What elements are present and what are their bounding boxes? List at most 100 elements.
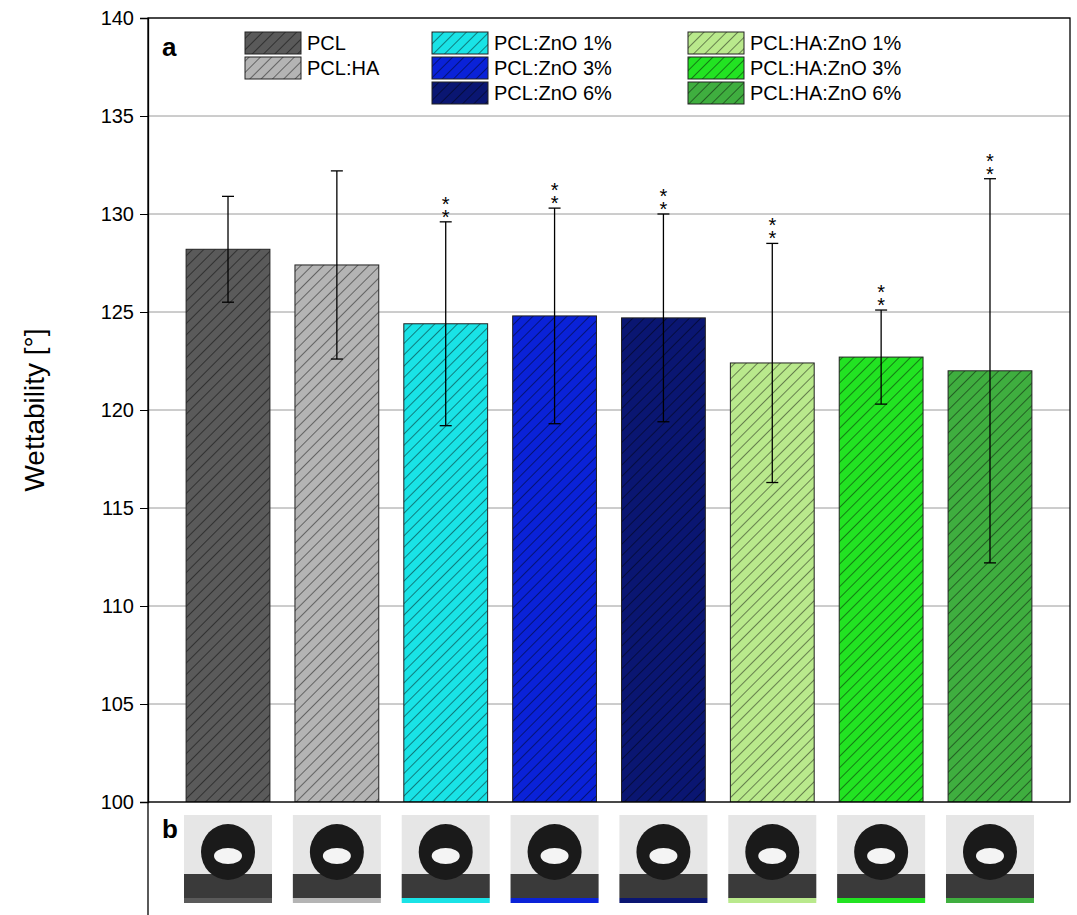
error-bar-cap bbox=[984, 562, 996, 563]
chart: ************100105110115120125130135140W… bbox=[0, 0, 1077, 915]
legend-label: PCL:ZnO 1% bbox=[494, 32, 612, 54]
y-tick-label: 100 bbox=[101, 791, 134, 813]
grid bbox=[148, 18, 1070, 802]
error-bar bbox=[549, 208, 561, 424]
legend-label: PCL:HA:ZnO 1% bbox=[750, 32, 901, 54]
droplet bbox=[419, 824, 473, 880]
droplet-image bbox=[728, 815, 816, 903]
droplet-color-bar bbox=[837, 898, 925, 903]
grid-line bbox=[148, 410, 1070, 411]
legend-label: PCL:ZnO 3% bbox=[494, 57, 612, 79]
error-bar-cap bbox=[222, 302, 234, 303]
droplet-highlight bbox=[976, 848, 1004, 864]
droplet-highlight bbox=[649, 848, 677, 864]
significance-char: * bbox=[442, 206, 450, 228]
droplet-background bbox=[293, 815, 381, 901]
legend-swatch bbox=[688, 82, 744, 104]
plot-frame bbox=[148, 18, 1070, 802]
significance: ************ bbox=[442, 150, 994, 316]
droplet-background bbox=[837, 815, 925, 901]
error-bar-stem bbox=[772, 243, 773, 482]
error-bar bbox=[222, 196, 234, 302]
y-tick-label: 130 bbox=[101, 203, 134, 225]
significance-label: ** bbox=[768, 214, 776, 249]
legend-item: PCL:HA:ZnO 3% bbox=[688, 57, 901, 79]
legend-label: PCL:ZnO 6% bbox=[494, 82, 612, 104]
droplet-image bbox=[837, 815, 925, 903]
legend-swatch bbox=[688, 57, 744, 79]
error-bar-cap bbox=[766, 482, 778, 483]
legend-item: PCL:HA:ZnO 1% bbox=[688, 32, 901, 54]
droplet bbox=[528, 824, 582, 880]
legend-item: PCL bbox=[245, 32, 346, 54]
error-bar-stem bbox=[445, 222, 446, 426]
y-tick: 120 bbox=[101, 399, 148, 421]
bar bbox=[186, 249, 270, 802]
y-tick-label: 125 bbox=[101, 301, 134, 323]
significance-label: ** bbox=[442, 193, 450, 228]
droplet-highlight bbox=[758, 848, 786, 864]
error-bar-stem bbox=[336, 171, 337, 359]
y-tick-mark bbox=[140, 802, 148, 803]
droplet bbox=[854, 824, 908, 880]
y-tick-label: 120 bbox=[101, 399, 134, 421]
y-tick-mark bbox=[140, 116, 148, 117]
legend-item: PCL:ZnO 3% bbox=[432, 57, 612, 79]
legend-swatch bbox=[432, 57, 488, 79]
droplet bbox=[310, 824, 364, 880]
droplet-image bbox=[511, 815, 599, 903]
significance-char: * bbox=[768, 227, 776, 249]
droplet-highlight bbox=[214, 848, 242, 864]
y-tick-label: 110 bbox=[102, 595, 134, 617]
droplet-color-bar bbox=[293, 898, 381, 903]
droplet-image bbox=[184, 815, 272, 903]
legend-swatch bbox=[245, 57, 301, 79]
error-bar bbox=[331, 171, 343, 359]
droplet-color-bar bbox=[728, 898, 816, 903]
legend-item: PCL:ZnO 6% bbox=[432, 82, 612, 104]
error-bar-stem bbox=[554, 208, 555, 424]
droplet-image bbox=[619, 815, 707, 903]
error-bar-stem bbox=[663, 214, 664, 422]
y-tick: 115 bbox=[102, 497, 148, 519]
legend-swatch bbox=[245, 32, 301, 54]
droplet bbox=[636, 824, 690, 880]
y-tick-mark bbox=[140, 214, 148, 215]
y-axis-title: Wettability [°] bbox=[19, 328, 50, 491]
error-bar-cap bbox=[331, 358, 343, 359]
y-axis: 100105110115120125130135140 bbox=[101, 7, 149, 813]
significance-label: ** bbox=[551, 179, 559, 214]
error-bar-cap bbox=[222, 196, 234, 197]
significance-char: * bbox=[877, 294, 885, 316]
grid-line bbox=[148, 116, 1070, 117]
droplet-highlight bbox=[867, 848, 895, 864]
significance-label: ** bbox=[877, 281, 885, 316]
y-tick: 140 bbox=[101, 7, 148, 29]
error-bar bbox=[766, 243, 778, 482]
y-tick-mark bbox=[140, 508, 148, 509]
droplet bbox=[201, 824, 255, 880]
droplet-color-bar bbox=[511, 898, 599, 903]
y-tick: 130 bbox=[101, 203, 148, 225]
y-tick-label: 135 bbox=[101, 105, 134, 127]
y-axis-line bbox=[140, 19, 149, 803]
y-tick: 110 bbox=[102, 595, 148, 617]
droplet-background bbox=[946, 815, 1034, 901]
y-tick-mark bbox=[140, 606, 148, 607]
droplet-highlight bbox=[432, 848, 460, 864]
droplet-background bbox=[402, 815, 490, 901]
error-bar-cap bbox=[440, 425, 452, 426]
legend-label: PCL bbox=[307, 32, 346, 54]
grid-line bbox=[148, 508, 1070, 509]
bar bbox=[839, 357, 923, 802]
legend-label: PCL:HA:ZnO 3% bbox=[750, 57, 901, 79]
legend-item: PCL:ZnO 1% bbox=[432, 32, 612, 54]
significance-char: * bbox=[551, 192, 559, 214]
error-bar-cap bbox=[875, 403, 887, 404]
droplet-image bbox=[293, 815, 381, 903]
error-bar bbox=[657, 214, 669, 422]
legend-swatch bbox=[432, 32, 488, 54]
droplet-color-bar bbox=[402, 898, 490, 903]
y-tick-mark bbox=[140, 18, 148, 19]
error-bar-cap bbox=[331, 170, 343, 171]
